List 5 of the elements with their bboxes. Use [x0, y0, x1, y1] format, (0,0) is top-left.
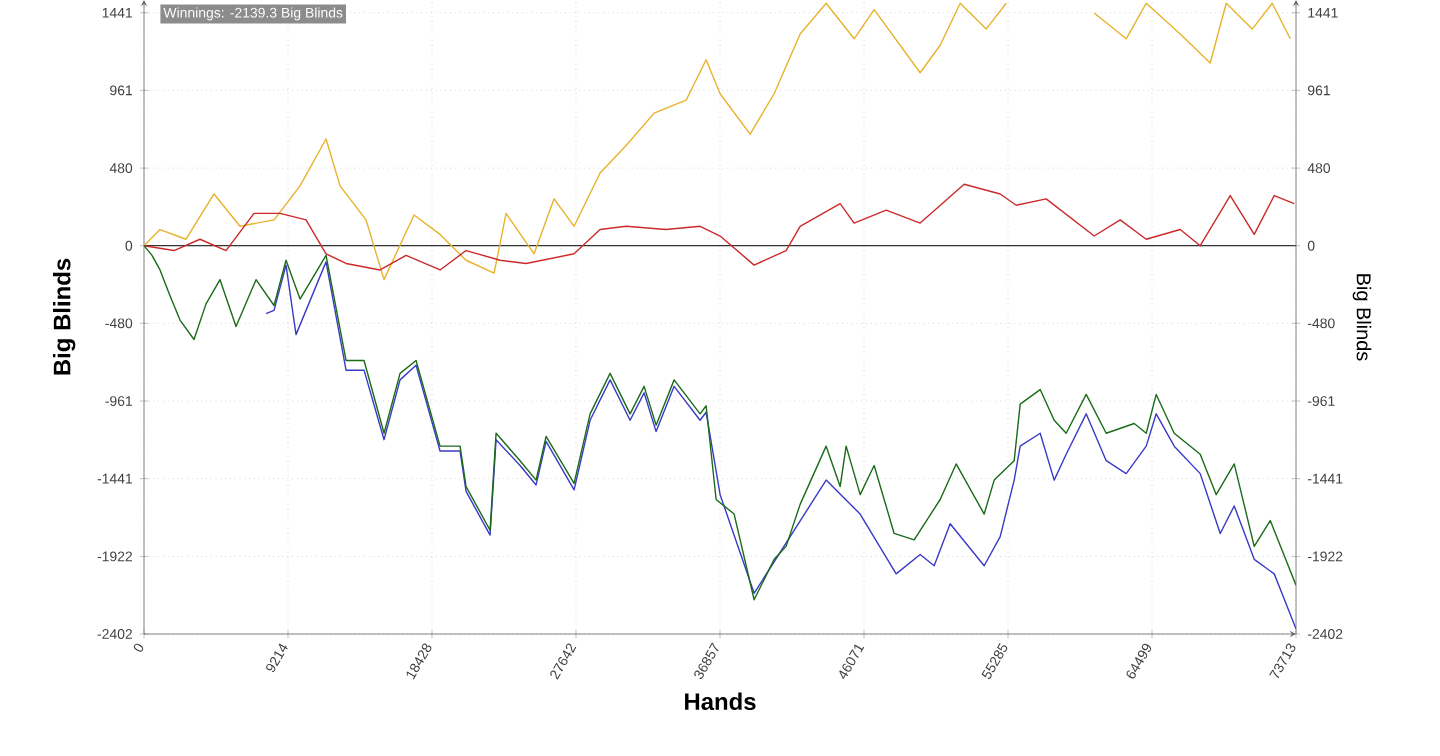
- y2-axis-title: Big Blinds: [1352, 274, 1372, 361]
- line-series: [144, 183, 1295, 271]
- x-axis-title: Hands: [685, 692, 756, 711]
- line-series: [144, 245, 1297, 601]
- y-axis-title: Big Blinds: [52, 258, 76, 375]
